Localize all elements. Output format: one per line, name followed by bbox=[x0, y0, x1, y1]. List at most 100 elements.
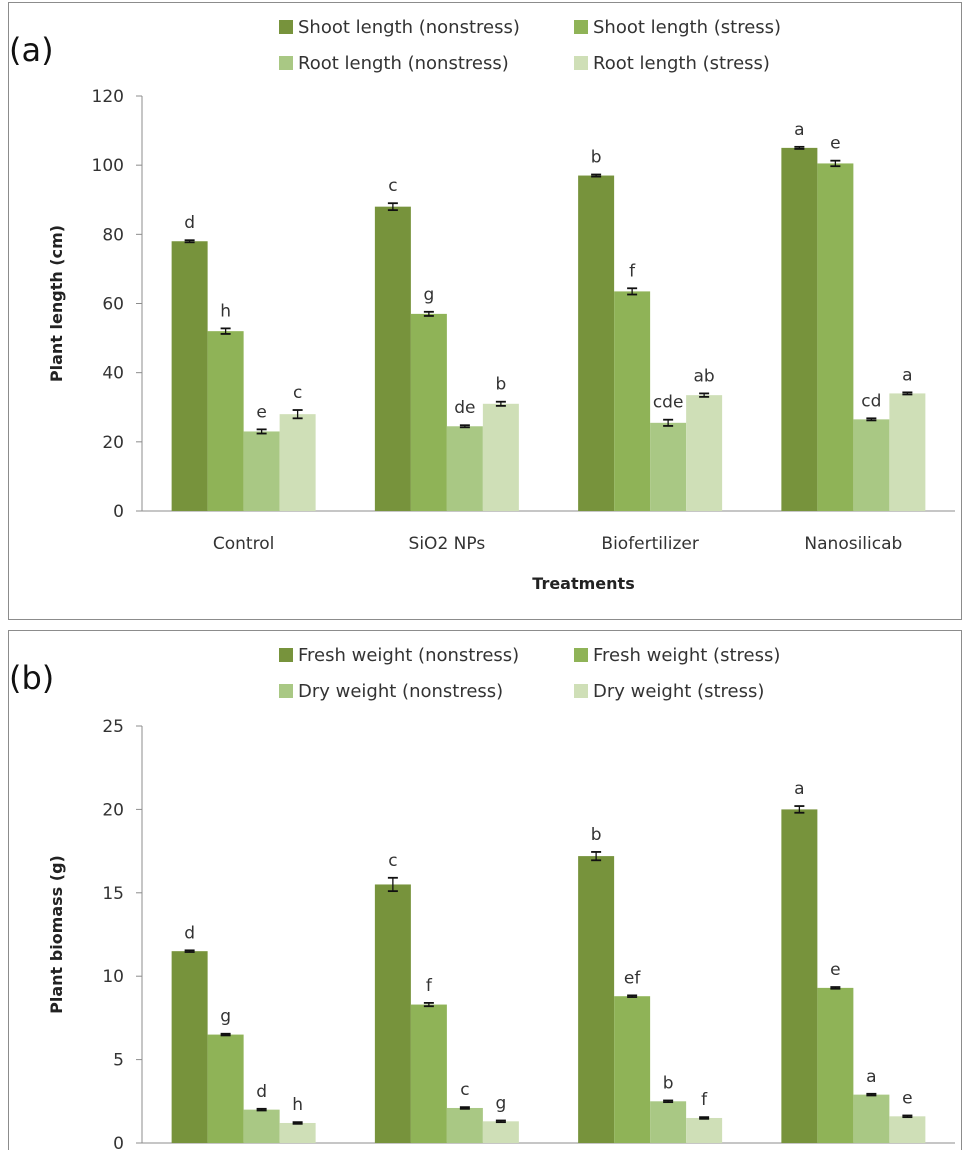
significance-label: c bbox=[460, 1080, 469, 1100]
bar bbox=[781, 147, 818, 511]
y-axis-title: Plant length (cm) bbox=[47, 225, 66, 382]
bar bbox=[614, 996, 651, 1143]
significance-label: e bbox=[830, 134, 840, 154]
bar bbox=[686, 395, 723, 511]
significance-label: h bbox=[292, 1095, 303, 1115]
significance-label: f bbox=[629, 261, 636, 281]
legend-label: Shoot length (nonstress) bbox=[298, 17, 520, 38]
bar bbox=[279, 414, 316, 511]
bar bbox=[482, 1121, 519, 1143]
plant-biomass-chart: (b) Fresh weight (nonstress) Fresh weight … bbox=[9, 645, 955, 1151]
legend-label: Fresh weight (nonstress) bbox=[298, 645, 519, 666]
legend-swatch bbox=[574, 20, 588, 34]
chart-panel-a: (a) Shoot length (nonstress) Shoot length … bbox=[8, 2, 962, 620]
legend-label: Dry weight (nonstress) bbox=[298, 681, 503, 702]
y-tick-label: 80 bbox=[102, 225, 124, 245]
y-tick-label: 5 bbox=[113, 1051, 124, 1071]
y-axis-title: Plant biomass (g) bbox=[47, 855, 66, 1014]
bar bbox=[279, 1122, 316, 1143]
bar bbox=[207, 1034, 244, 1143]
significance-label: e bbox=[256, 402, 266, 422]
legend-swatch bbox=[574, 56, 588, 70]
significance-label: de bbox=[454, 398, 475, 418]
significance-label: a bbox=[902, 365, 912, 385]
significance-label: d bbox=[184, 923, 195, 943]
panel-label: (b) bbox=[9, 659, 54, 697]
significance-label: ef bbox=[624, 968, 641, 988]
significance-label: g bbox=[220, 1007, 231, 1027]
panel-label: (a) bbox=[9, 31, 54, 69]
x-axis-title: Treatments bbox=[532, 574, 634, 593]
bar bbox=[578, 175, 615, 511]
bar bbox=[446, 426, 483, 511]
x-tick-label: Control bbox=[213, 534, 274, 554]
legend-swatch bbox=[574, 648, 588, 662]
significance-label: e bbox=[902, 1088, 912, 1108]
significance-label: g bbox=[423, 285, 434, 305]
bar bbox=[410, 1004, 447, 1143]
y-tick-label: 10 bbox=[102, 967, 124, 987]
y-tick-label: 0 bbox=[113, 502, 124, 522]
bar bbox=[650, 422, 687, 511]
bar bbox=[781, 809, 818, 1143]
significance-label: cde bbox=[653, 393, 684, 413]
bar bbox=[207, 331, 244, 511]
legend-swatch bbox=[279, 56, 293, 70]
bar bbox=[410, 313, 447, 511]
significance-label: b bbox=[591, 825, 602, 845]
significance-label: b bbox=[495, 375, 506, 395]
y-tick-label: 60 bbox=[102, 295, 124, 315]
bar bbox=[171, 241, 208, 511]
bar bbox=[578, 856, 615, 1143]
y-tick-label: 20 bbox=[102, 800, 124, 820]
legend-swatch bbox=[279, 684, 293, 698]
x-tick-label: Biofertilizer bbox=[601, 534, 698, 554]
significance-label: f bbox=[426, 976, 433, 996]
significance-label: d bbox=[256, 1082, 267, 1102]
y-tick-label: 40 bbox=[102, 364, 124, 384]
y-tick-label: 120 bbox=[92, 87, 124, 107]
significance-label: b bbox=[591, 148, 602, 168]
bar bbox=[889, 393, 926, 511]
significance-label: f bbox=[701, 1090, 708, 1110]
significance-label: a bbox=[794, 779, 804, 799]
bar bbox=[853, 1094, 890, 1143]
bar bbox=[817, 163, 854, 511]
bar bbox=[889, 1116, 926, 1143]
legend-label: Dry weight (stress) bbox=[593, 681, 764, 702]
bar bbox=[482, 403, 519, 511]
bar bbox=[243, 431, 280, 511]
significance-label: c bbox=[388, 851, 397, 871]
y-tick-label: 20 bbox=[102, 433, 124, 453]
x-tick-label: SiO2 NPs bbox=[409, 534, 486, 554]
y-tick-label: 15 bbox=[102, 884, 124, 904]
legend-swatch bbox=[279, 648, 293, 662]
bar bbox=[686, 1117, 723, 1143]
legend-swatch bbox=[279, 20, 293, 34]
significance-label: a bbox=[794, 120, 804, 140]
legend-label: Fresh weight (stress) bbox=[593, 645, 780, 666]
bar bbox=[446, 1107, 483, 1143]
chart-panel-b: (b) Fresh weight (nonstress) Fresh weight … bbox=[8, 630, 962, 1151]
bar bbox=[650, 1101, 687, 1143]
bar bbox=[817, 987, 854, 1143]
x-tick-label: Nanosilicab bbox=[804, 534, 902, 554]
plant-length-chart: (a) Shoot length (nonstress) Shoot length … bbox=[9, 17, 955, 593]
bar bbox=[853, 419, 890, 511]
significance-label: b bbox=[663, 1073, 674, 1093]
significance-label: h bbox=[220, 301, 231, 321]
significance-label: cd bbox=[861, 391, 881, 411]
significance-label: c bbox=[293, 383, 302, 403]
bar bbox=[171, 951, 208, 1143]
significance-label: d bbox=[184, 213, 195, 233]
significance-label: c bbox=[388, 176, 397, 196]
bar bbox=[614, 291, 651, 511]
bar bbox=[374, 206, 411, 511]
y-tick-label: 25 bbox=[102, 717, 124, 737]
legend-swatch bbox=[574, 684, 588, 698]
significance-label: ab bbox=[694, 366, 715, 386]
legend-label: Shoot length (stress) bbox=[593, 17, 781, 38]
bar bbox=[243, 1109, 280, 1143]
significance-label: e bbox=[830, 960, 840, 980]
bar bbox=[374, 884, 411, 1143]
